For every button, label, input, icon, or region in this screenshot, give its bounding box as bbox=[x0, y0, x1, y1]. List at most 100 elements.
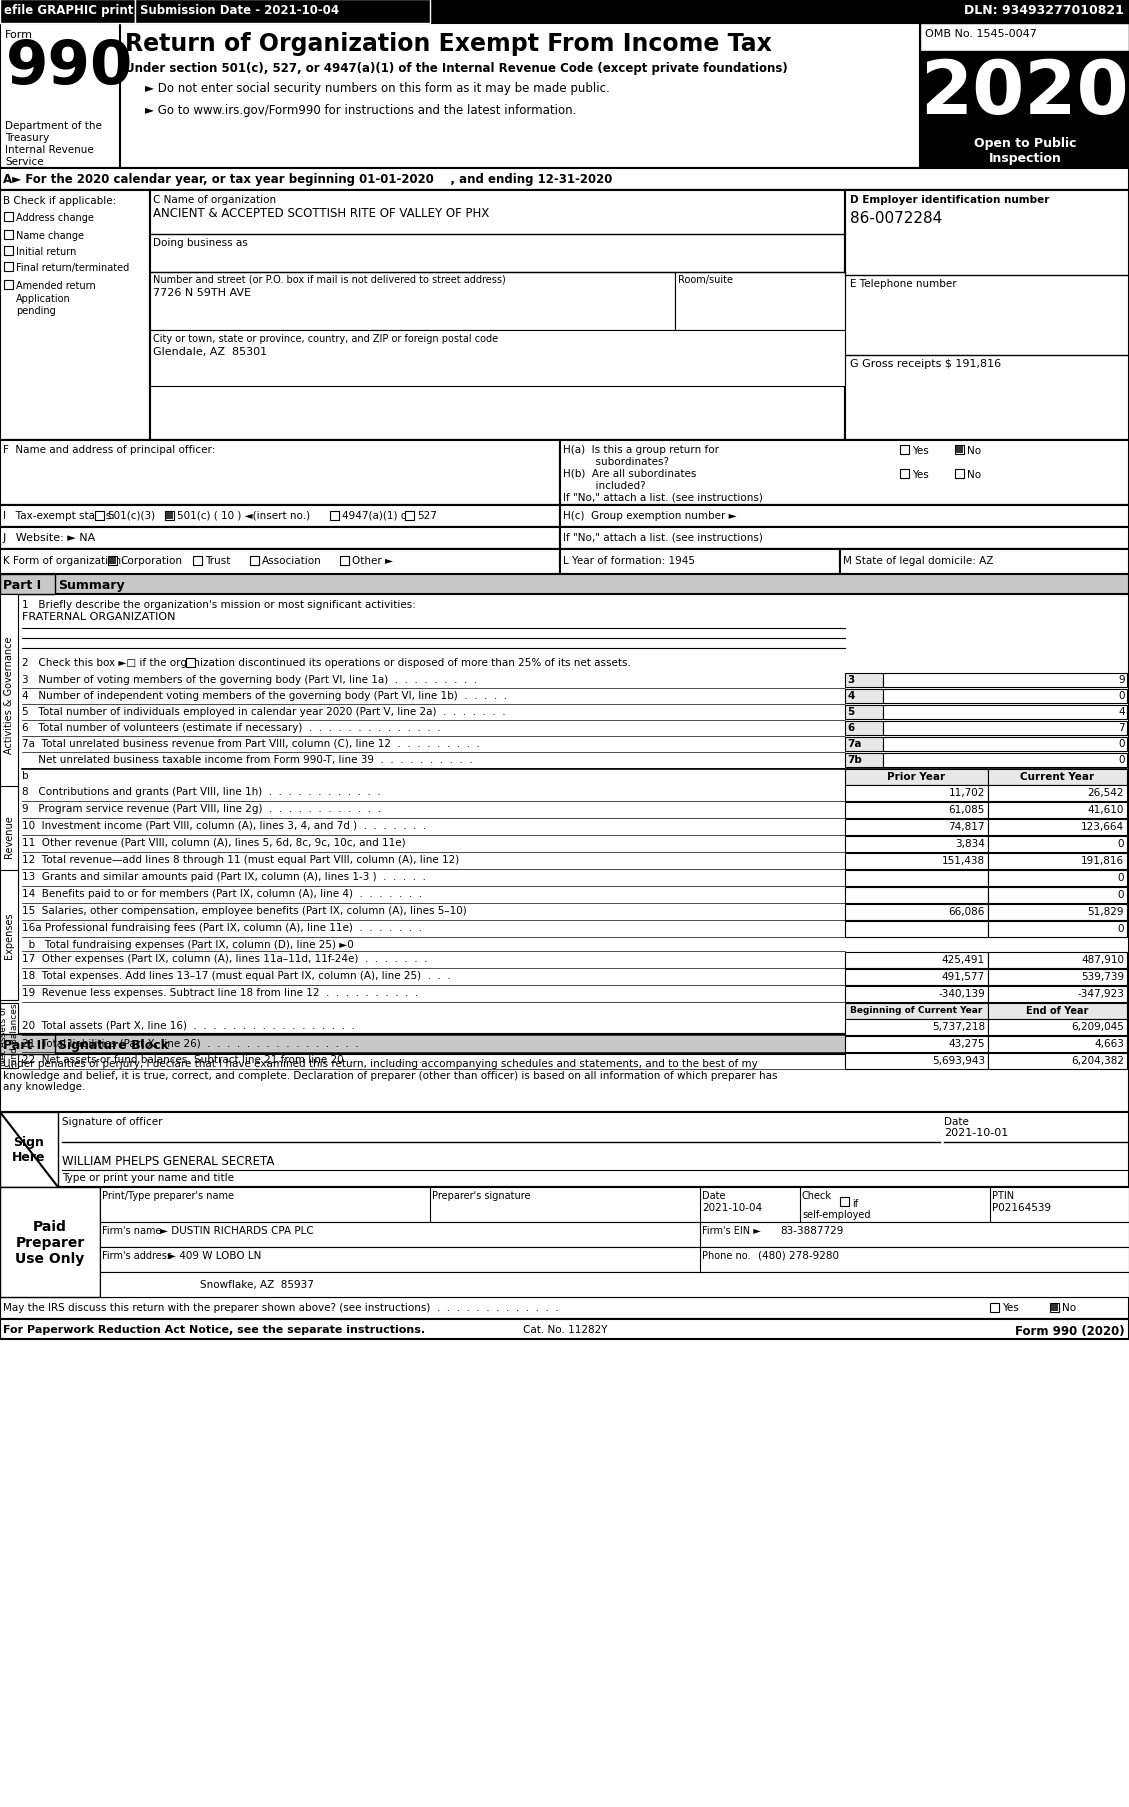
Text: 66,086: 66,086 bbox=[948, 907, 984, 916]
Bar bbox=[988, 871, 1127, 887]
Text: -340,139: -340,139 bbox=[938, 988, 984, 999]
Text: A► For the 2020 calendar year, or tax year beginning 01-01-2020    , and ending : A► For the 2020 calendar year, or tax ye… bbox=[3, 173, 612, 186]
Bar bbox=[844, 770, 988, 786]
Text: 0: 0 bbox=[1118, 838, 1124, 849]
Text: 19  Revenue less expenses. Subtract line 18 from line 12  .  .  .  .  .  .  .  .: 19 Revenue less expenses. Subtract line … bbox=[21, 987, 418, 997]
Text: Beginning of Current Year: Beginning of Current Year bbox=[850, 1005, 982, 1014]
Text: Snowflake, AZ  85937: Snowflake, AZ 85937 bbox=[200, 1279, 314, 1288]
Text: 0: 0 bbox=[1118, 889, 1124, 900]
Bar bbox=[165, 511, 174, 520]
Bar bbox=[100, 1187, 1129, 1222]
Text: if: if bbox=[852, 1198, 858, 1209]
Text: pending: pending bbox=[16, 305, 55, 316]
Bar bbox=[108, 557, 117, 566]
Text: For Paperwork Reduction Act Notice, see the separate instructions.: For Paperwork Reduction Act Notice, see … bbox=[3, 1325, 426, 1334]
Text: subordinates?: subordinates? bbox=[563, 457, 669, 466]
Text: Return of Organization Exempt From Income Tax: Return of Organization Exempt From Incom… bbox=[125, 33, 772, 56]
Bar bbox=[0, 1187, 100, 1297]
Bar bbox=[5, 213, 14, 222]
Text: Other ►: Other ► bbox=[352, 557, 393, 566]
Bar bbox=[150, 192, 844, 441]
Bar bbox=[900, 446, 909, 455]
Bar bbox=[0, 1187, 1129, 1297]
Text: Name change: Name change bbox=[16, 231, 84, 240]
Bar bbox=[988, 837, 1127, 853]
Text: 7726 N 59TH AVE: 7726 N 59TH AVE bbox=[154, 287, 251, 298]
Bar bbox=[0, 786, 18, 887]
Bar bbox=[0, 168, 1129, 192]
Bar bbox=[956, 446, 963, 454]
Text: Amended return: Amended return bbox=[16, 280, 96, 291]
Bar bbox=[844, 1037, 988, 1052]
Text: F  Name and address of principal officer:: F Name and address of principal officer: bbox=[3, 445, 216, 455]
Bar bbox=[0, 595, 1129, 1034]
Text: 61,085: 61,085 bbox=[948, 804, 984, 815]
Bar bbox=[5, 280, 14, 289]
Text: b   Total fundraising expenses (Part IX, column (D), line 25) ►0: b Total fundraising expenses (Part IX, c… bbox=[21, 940, 353, 949]
Bar bbox=[844, 820, 988, 835]
Text: Firm's address: Firm's address bbox=[102, 1250, 172, 1259]
Text: 2021-10-04: 2021-10-04 bbox=[702, 1202, 762, 1212]
Text: 74,817: 74,817 bbox=[948, 822, 984, 831]
Text: Part II: Part II bbox=[3, 1039, 45, 1052]
Text: ► Go to www.irs.gov/Form990 for instructions and the latest information.: ► Go to www.irs.gov/Form990 for instruct… bbox=[145, 105, 577, 117]
Text: 501(c) ( 10 ) ◄(insert no.): 501(c) ( 10 ) ◄(insert no.) bbox=[177, 511, 310, 520]
Text: I   Tax-exempt status:: I Tax-exempt status: bbox=[3, 511, 115, 520]
Bar bbox=[988, 820, 1127, 835]
Bar bbox=[883, 705, 1127, 719]
Text: D Employer identification number: D Employer identification number bbox=[850, 195, 1049, 204]
Bar bbox=[988, 987, 1127, 1003]
Text: 17  Other expenses (Part IX, column (A), lines 11a–11d, 11f-24e)  .  .  .  .  . : 17 Other expenses (Part IX, column (A), … bbox=[21, 954, 428, 963]
Bar bbox=[988, 770, 1127, 786]
Bar bbox=[0, 595, 18, 795]
Text: 51,829: 51,829 bbox=[1087, 907, 1124, 916]
Text: ► DUSTIN RICHARDS CPA PLC: ► DUSTIN RICHARDS CPA PLC bbox=[160, 1225, 314, 1236]
Text: Paid
Preparer
Use Only: Paid Preparer Use Only bbox=[16, 1220, 85, 1265]
Bar bbox=[0, 1003, 18, 1068]
Text: Form: Form bbox=[5, 31, 33, 40]
Text: 0: 0 bbox=[1119, 690, 1124, 701]
Bar bbox=[844, 871, 988, 887]
Text: included?: included? bbox=[563, 481, 646, 492]
Bar bbox=[844, 922, 988, 938]
Text: 5: 5 bbox=[847, 707, 855, 717]
Bar bbox=[844, 987, 988, 1003]
Text: L Year of formation: 1945: L Year of formation: 1945 bbox=[563, 557, 695, 566]
Text: 6: 6 bbox=[847, 723, 855, 732]
Text: C Name of organization: C Name of organization bbox=[154, 195, 277, 204]
Bar bbox=[0, 1319, 1129, 1339]
Text: G Gross receipts $ 191,816: G Gross receipts $ 191,816 bbox=[850, 360, 1001, 369]
Text: Submission Date - 2021-10-04: Submission Date - 2021-10-04 bbox=[140, 4, 339, 16]
Text: Date: Date bbox=[944, 1117, 969, 1126]
Text: Expenses: Expenses bbox=[5, 913, 14, 960]
Bar bbox=[844, 754, 883, 768]
Bar bbox=[150, 331, 844, 387]
Text: efile GRAPHIC print: efile GRAPHIC print bbox=[5, 4, 133, 16]
Text: Doing business as: Doing business as bbox=[154, 239, 247, 248]
Text: Room/suite: Room/suite bbox=[679, 275, 733, 286]
Text: ► 409 W LOBO LN: ► 409 W LOBO LN bbox=[168, 1250, 262, 1259]
Text: 22  Net assets or fund balances. Subtract line 21 from line 20  .  .  .  .  .  .: 22 Net assets or fund balances. Subtract… bbox=[21, 1055, 422, 1064]
Text: Yes: Yes bbox=[912, 446, 929, 455]
Text: Signature of officer: Signature of officer bbox=[62, 1117, 163, 1126]
Text: Yes: Yes bbox=[1003, 1303, 1018, 1312]
Text: 7a  Total unrelated business revenue from Part VIII, column (C), line 12  .  .  : 7a Total unrelated business revenue from… bbox=[21, 739, 480, 748]
Text: 8   Contributions and grants (Part VIII, line 1h)  .  .  .  .  .  .  .  .  .  . : 8 Contributions and grants (Part VIII, l… bbox=[21, 786, 380, 797]
Bar bbox=[0, 1034, 55, 1055]
Bar bbox=[883, 737, 1127, 752]
Bar bbox=[250, 557, 259, 566]
Bar bbox=[0, 23, 1129, 168]
Bar bbox=[988, 1003, 1127, 1019]
Text: 0: 0 bbox=[1118, 923, 1124, 934]
Text: Open to Public
Inspection: Open to Public Inspection bbox=[973, 137, 1076, 164]
Text: -347,923: -347,923 bbox=[1077, 988, 1124, 999]
Text: E Telephone number: E Telephone number bbox=[850, 278, 956, 289]
Text: Type or print your name and title: Type or print your name and title bbox=[62, 1173, 234, 1182]
Text: Service: Service bbox=[5, 157, 44, 166]
Bar bbox=[1051, 1305, 1058, 1312]
Bar bbox=[844, 802, 988, 819]
Text: Application: Application bbox=[16, 295, 71, 304]
Text: Preparer's signature: Preparer's signature bbox=[432, 1191, 531, 1200]
Bar bbox=[920, 134, 1129, 168]
Bar bbox=[1050, 1303, 1059, 1312]
